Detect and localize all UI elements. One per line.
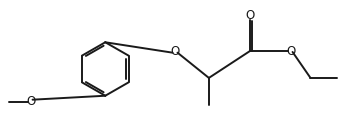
Text: O: O — [170, 45, 179, 58]
Text: O: O — [26, 95, 35, 108]
Text: O: O — [286, 45, 295, 58]
Text: O: O — [245, 9, 254, 22]
